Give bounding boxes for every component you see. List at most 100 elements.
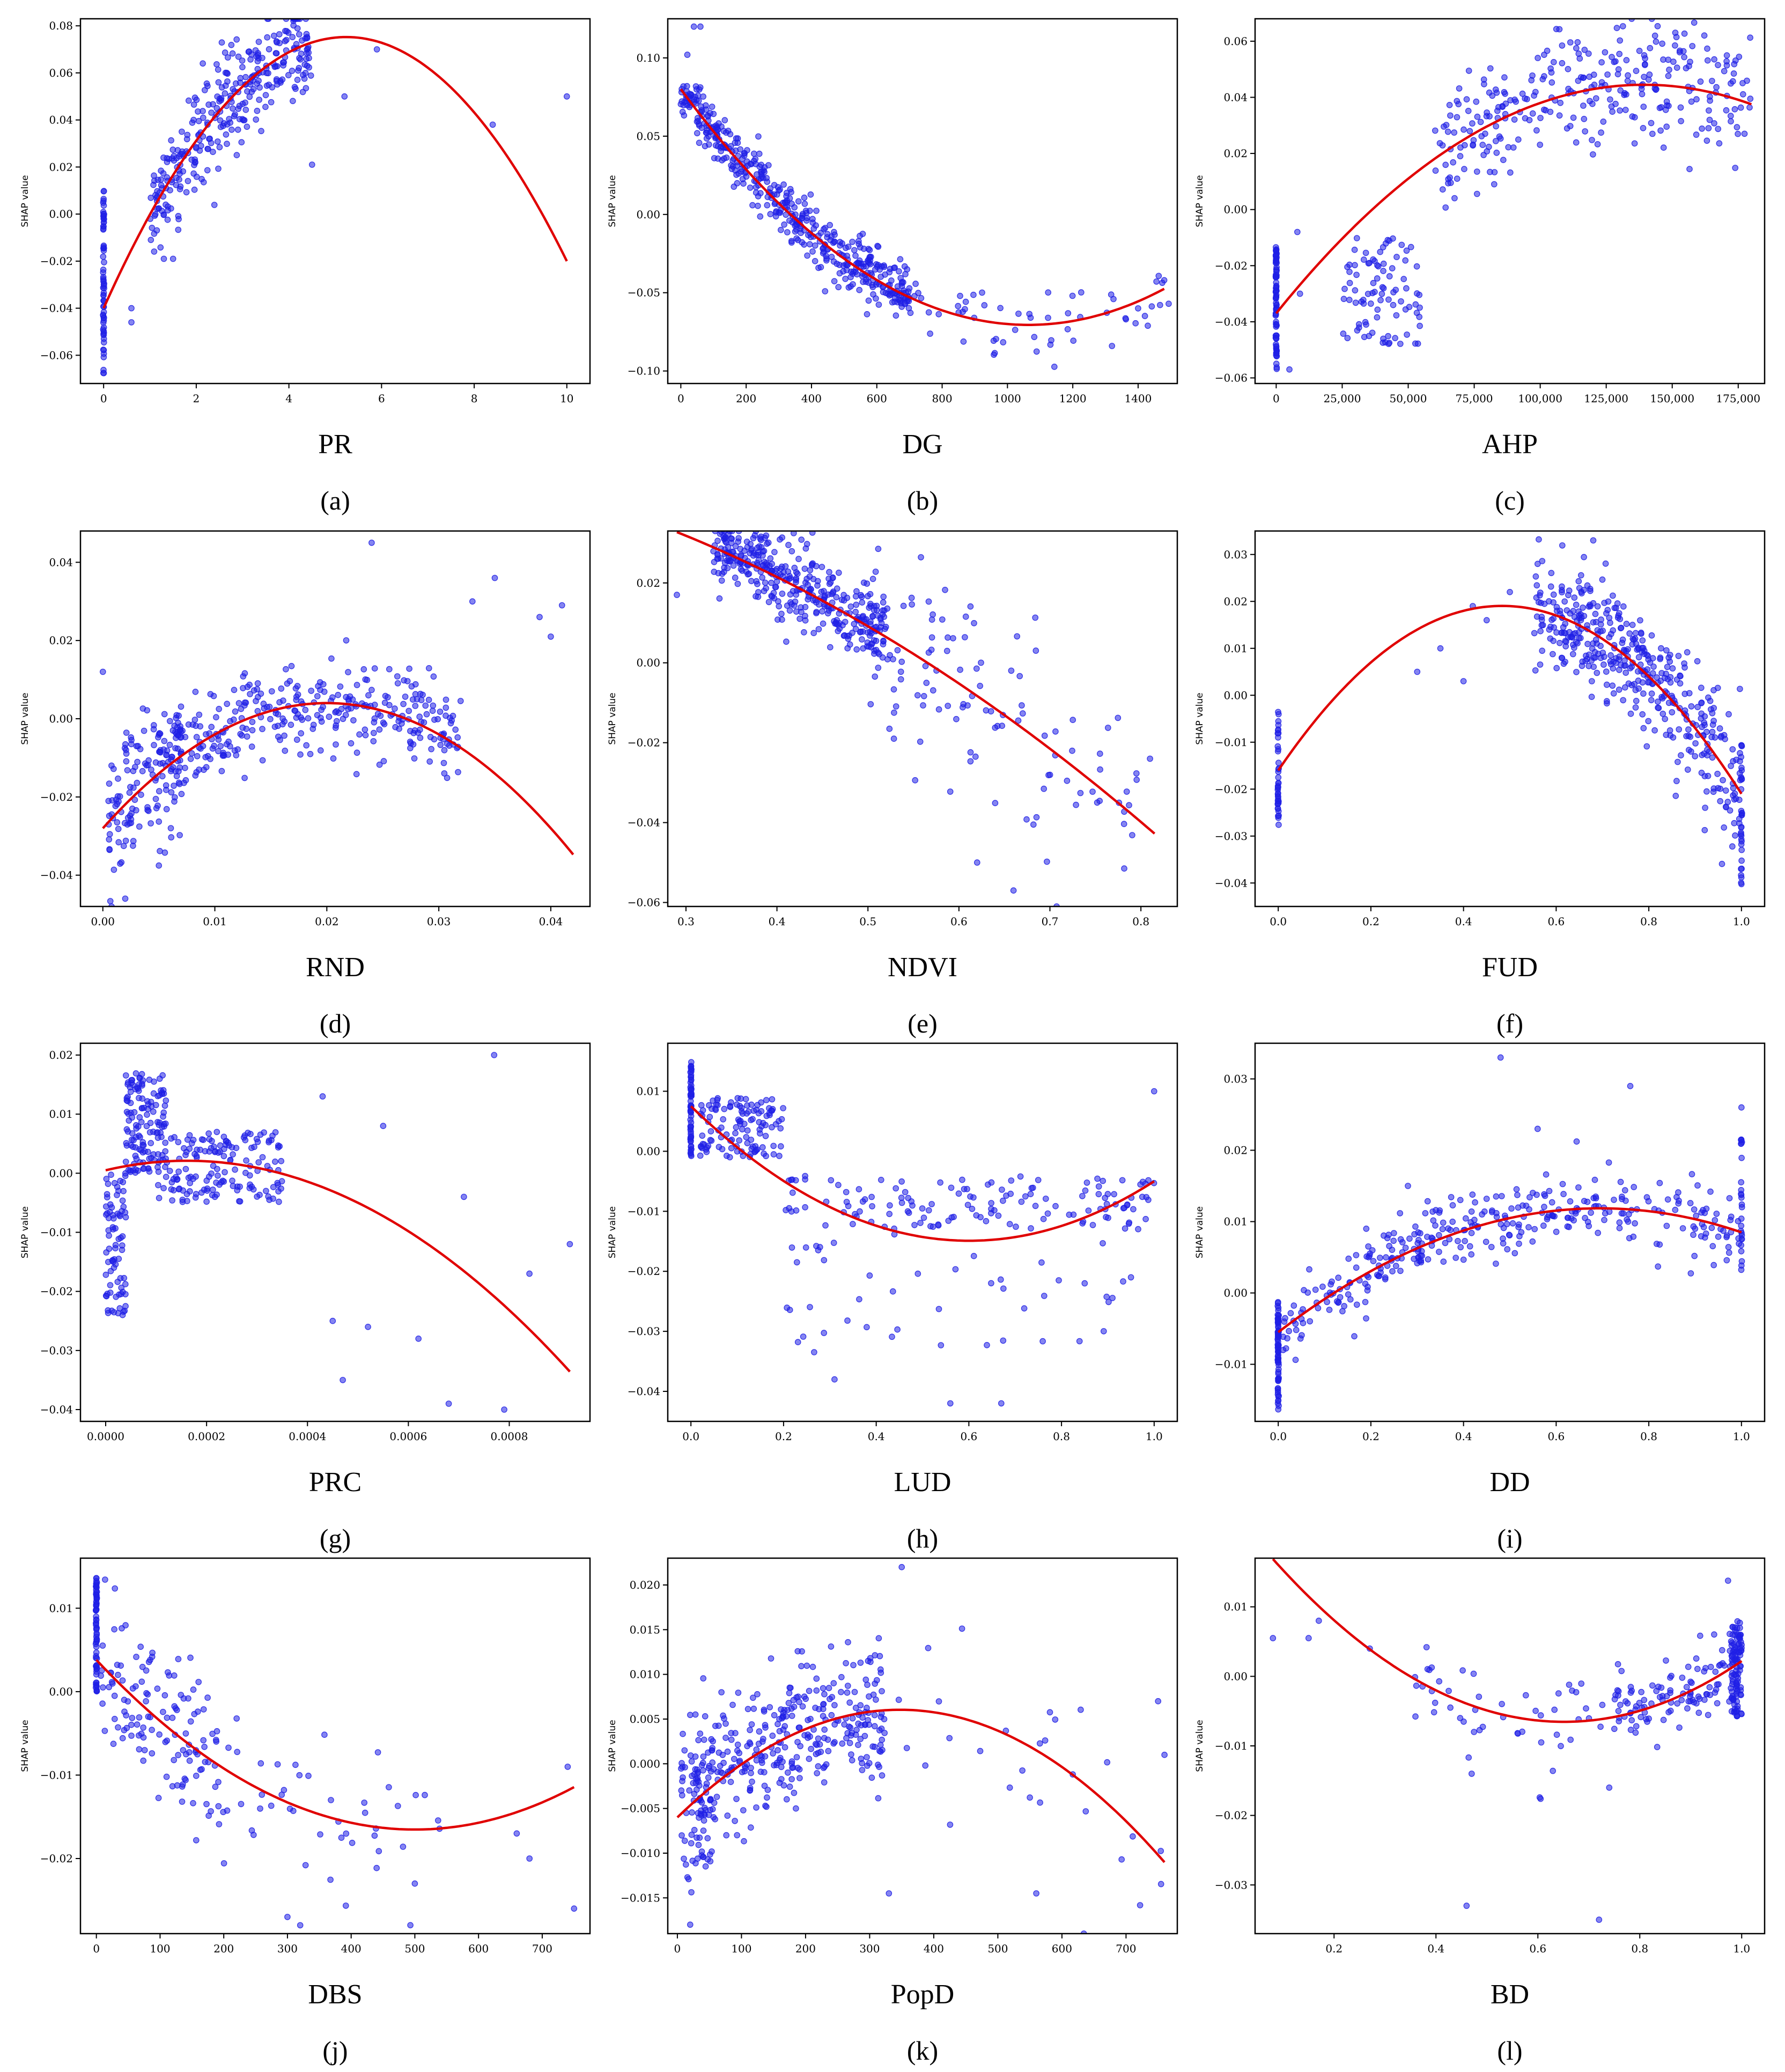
point-e-208 [715, 570, 722, 577]
axes-frame-h [667, 1042, 1178, 1422]
point-d-297 [254, 680, 261, 687]
point-j-198 [187, 1718, 194, 1725]
point-a-238 [259, 55, 265, 61]
point-i-336 [1389, 1268, 1396, 1274]
point-b-216 [845, 284, 852, 291]
point-b-253 [864, 311, 871, 318]
point-f-302 [1597, 621, 1604, 628]
point-a-371 [282, 27, 289, 34]
point-j-90 [165, 1669, 171, 1676]
point-c-314 [1573, 45, 1580, 51]
point-f-283 [1592, 654, 1598, 661]
point-e-458 [1121, 865, 1127, 872]
point-k-56 [711, 1800, 718, 1806]
plot-area-a [100, 19, 570, 377]
point-d-438 [353, 749, 360, 756]
point-g-67 [108, 1307, 115, 1314]
point-a-317 [192, 158, 198, 165]
point-g-72 [105, 1181, 112, 1187]
point-b-330 [677, 101, 684, 107]
point-f-372 [1685, 766, 1691, 773]
point-f-491 [1437, 645, 1444, 652]
point-d-270 [254, 708, 261, 714]
point-c-257 [1713, 84, 1720, 91]
plot-area-f [1274, 536, 1745, 888]
x-axis-title-a: PR [318, 429, 352, 460]
point-c-472 [1296, 290, 1303, 297]
point-i-354 [1575, 1184, 1582, 1191]
plot-area-c [1272, 19, 1754, 373]
point-b-442 [902, 271, 909, 277]
point-d-101 [115, 825, 122, 832]
point-c-310 [1481, 81, 1487, 87]
subfigure-label-b: (b) [907, 485, 938, 515]
point-h-301 [843, 1189, 850, 1196]
point-e-379 [808, 586, 814, 593]
point-b-374 [801, 241, 807, 248]
point-e-424 [1032, 647, 1039, 654]
point-g-350 [205, 1174, 212, 1180]
point-k-212 [848, 1751, 854, 1758]
point-a-365 [280, 62, 286, 69]
point-b-138 [714, 155, 721, 162]
point-d-475 [548, 633, 554, 640]
point-c-139 [1392, 335, 1398, 342]
x-tick-label-i-3: 0.6 [1547, 1430, 1565, 1443]
point-e-177 [853, 646, 860, 653]
point-c-365 [1531, 92, 1537, 99]
point-c-468 [1624, 78, 1631, 84]
point-d-204 [292, 685, 299, 692]
point-c-134 [1351, 246, 1358, 253]
point-j-170 [204, 1694, 211, 1701]
point-f-276 [1639, 679, 1646, 686]
point-b-396 [817, 230, 824, 236]
point-e-455 [994, 722, 1001, 729]
point-d-373 [394, 673, 401, 680]
point-k-78 [712, 1816, 718, 1823]
point-h-337 [890, 1288, 896, 1295]
point-c-463 [1747, 34, 1753, 41]
point-c-438 [1501, 74, 1508, 81]
point-i-284 [1469, 1191, 1476, 1198]
point-c-446 [1455, 101, 1462, 107]
point-f-330 [1573, 669, 1580, 675]
point-d-86 [166, 718, 173, 725]
point-j-187 [156, 1731, 163, 1738]
point-e-436 [1046, 771, 1053, 778]
point-d-46 [138, 791, 144, 798]
point-c-225 [1620, 23, 1626, 30]
fit-curve-d [102, 702, 574, 856]
point-b-525 [1135, 305, 1141, 312]
point-e-384 [909, 601, 915, 608]
point-e-266 [767, 555, 774, 562]
point-g-187 [161, 1123, 167, 1130]
point-h-56 [688, 1086, 695, 1092]
point-c-441 [1646, 76, 1652, 83]
point-g-171 [139, 1095, 146, 1102]
x-tick-label-i-4: 0.8 [1640, 1430, 1657, 1443]
point-g-330 [220, 1178, 227, 1185]
point-c-377 [1617, 87, 1624, 94]
point-i-203 [1448, 1194, 1455, 1200]
point-d-87 [139, 768, 146, 775]
point-h-347 [794, 1339, 801, 1345]
point-d-391 [340, 716, 346, 722]
point-j-237 [257, 1805, 263, 1812]
point-e-351 [852, 625, 859, 632]
point-d-332 [244, 733, 250, 740]
point-i-111 [1616, 1219, 1623, 1226]
point-d-314 [217, 743, 224, 749]
point-c-95 [1397, 341, 1404, 347]
point-k-346 [791, 1704, 798, 1710]
point-c-93 [1374, 275, 1381, 282]
point-f-329 [1638, 629, 1644, 636]
point-h-159 [714, 1102, 721, 1108]
point-c-118 [1413, 263, 1420, 270]
point-a-276 [151, 230, 158, 237]
point-j-251 [411, 1880, 418, 1887]
point-e-479 [912, 777, 918, 784]
point-f-243 [1607, 661, 1614, 668]
y-tick-label-f-1: −0.03 [1215, 830, 1248, 843]
point-i-444 [1738, 1232, 1745, 1238]
